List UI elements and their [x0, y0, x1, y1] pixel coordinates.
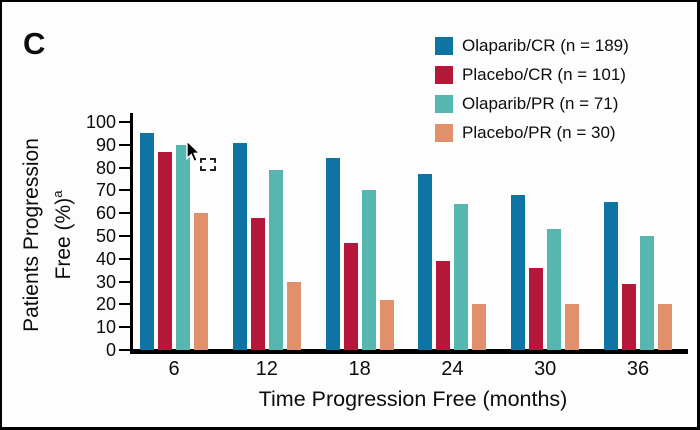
- x-tick-label: 24: [441, 358, 464, 380]
- y-tick-label: 80: [95, 157, 116, 178]
- legend-swatch-icon: [435, 95, 453, 113]
- legend: Olaparib/CR (n = 189) Placebo/CR (n = 101…: [435, 36, 629, 153]
- plot-area: [133, 122, 693, 350]
- legend-item: Placebo/PR (n = 30): [435, 123, 629, 142]
- x-tick-label: 12: [255, 358, 278, 380]
- bar-group-30: [511, 122, 580, 350]
- x-tick-label: 36: [626, 358, 650, 380]
- legend-item: Placebo/CR (n = 101): [435, 65, 629, 84]
- bar-group-24: [418, 122, 487, 350]
- bar-olaparib-cr-24: [418, 174, 433, 350]
- x-axis-line: [130, 349, 688, 354]
- bar-placebo-cr-18: [343, 242, 358, 350]
- y-axis-title-line1: Patients Progression: [20, 138, 43, 332]
- y-tick-label: 100: [85, 112, 116, 132]
- bar-placebo-cr-12: [250, 217, 265, 350]
- legend-label: Placebo/PR (n = 30): [462, 123, 616, 142]
- legend-label: Placebo/CR (n = 101): [462, 65, 626, 84]
- bar-placebo-cr-6: [158, 151, 172, 350]
- y-tick-label: 20: [95, 294, 116, 315]
- bar-placebo-cr-30: [529, 267, 544, 350]
- bar-olaparib-pr-6: [176, 144, 190, 350]
- bar-placebo-cr-24: [436, 261, 451, 350]
- y-tick-label: 60: [95, 203, 116, 224]
- bar-placebo-pr-36: [658, 304, 672, 350]
- y-tick-mark: [119, 326, 130, 329]
- y-tick-mark: [119, 303, 130, 306]
- legend-swatch-icon: [435, 37, 453, 55]
- y-tick-mark: [119, 349, 130, 351]
- y-tick-label: 40: [95, 248, 116, 269]
- y-tick-label: 0: [105, 340, 116, 360]
- y-axis-line: [130, 113, 133, 354]
- bar-group-36: [604, 122, 672, 350]
- bar-placebo-pr-6: [194, 213, 208, 350]
- legend-item: Olaparib/CR (n = 189): [435, 36, 629, 55]
- y-tick-mark: [119, 235, 130, 237]
- bar-group-12: [232, 122, 301, 350]
- y-tick-mark: [119, 143, 130, 146]
- bar-placebo-pr-24: [472, 304, 487, 350]
- y-tick-mark: [119, 212, 130, 215]
- bar-group-18: [325, 122, 394, 350]
- x-tick-label: 30: [534, 358, 557, 380]
- y-tick-mark: [119, 280, 130, 283]
- bar-olaparib-cr-6: [140, 133, 154, 350]
- bar-olaparib-cr-18: [325, 158, 340, 350]
- legend-swatch-icon: [435, 124, 453, 142]
- bar-olaparib-cr-12: [232, 142, 247, 350]
- bar-olaparib-pr-18: [361, 190, 376, 350]
- bar-olaparib-pr-24: [454, 204, 469, 350]
- dashed-selection-box-icon: [200, 158, 216, 171]
- legend-swatch-icon: [435, 66, 453, 84]
- legend-label: Olaparib/CR (n = 189): [462, 36, 629, 55]
- x-axis-title: Time Progression Free (months): [258, 387, 568, 411]
- x-axis-ticks: 6 12 18 24 30 36: [133, 358, 693, 382]
- bar-olaparib-cr-36: [604, 201, 618, 350]
- bar-olaparib-pr-12: [268, 169, 283, 350]
- y-tick-mark: [119, 121, 130, 123]
- mouse-cursor-icon: [186, 139, 202, 163]
- bar-olaparib-cr-30: [511, 194, 526, 350]
- legend-item: Olaparib/PR (n = 71): [435, 94, 629, 113]
- y-tick-label: 30: [95, 271, 116, 292]
- bar-placebo-cr-36: [622, 283, 636, 350]
- y-tick-label: 70: [95, 180, 116, 201]
- bar-placebo-pr-30: [565, 304, 580, 350]
- y-tick-label: 90: [95, 134, 116, 155]
- y-tick-mark: [119, 257, 130, 260]
- bar-olaparib-pr-30: [547, 229, 562, 350]
- bar-placebo-pr-18: [379, 299, 394, 350]
- y-tick-label: 50: [95, 226, 116, 246]
- x-tick-label: 18: [348, 358, 371, 380]
- footnote-marker: a: [50, 190, 65, 198]
- bar-olaparib-pr-36: [640, 236, 654, 350]
- bar-placebo-pr-12: [286, 281, 301, 350]
- y-axis-title-line2: Free (%)a: [50, 190, 75, 280]
- y-tick-label: 10: [95, 317, 116, 338]
- y-tick-mark: [119, 189, 130, 192]
- x-tick-label: 6: [168, 358, 180, 380]
- y-axis-title: Patients Progression Free (%)a: [19, 117, 75, 353]
- panel-letter: C: [23, 26, 46, 61]
- y-tick-mark: [119, 166, 130, 169]
- legend-label: Olaparib/PR (n = 71): [462, 94, 619, 113]
- bar-group-6: [140, 122, 208, 350]
